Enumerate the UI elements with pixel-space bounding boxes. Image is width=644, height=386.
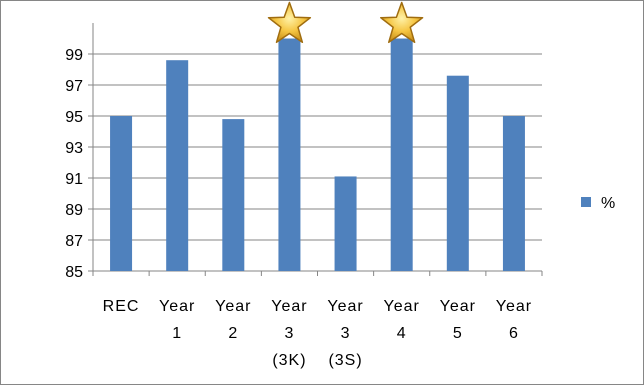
bar [166,60,189,272]
x-tick-label: 2 [228,325,238,342]
y-tick-label: 95 [65,109,83,126]
bar [390,38,413,271]
y-tick-label: 93 [65,140,83,157]
x-tick-label: Year [215,298,251,315]
x-tick-label: 5 [453,325,463,342]
x-tick-label: Year [327,298,363,315]
x-tick-label: Year [496,298,532,315]
x-tick-label: 4 [397,325,407,342]
x-tick-label: 3 [341,325,351,342]
x-tick-label: (3K) [272,352,306,369]
y-tick-label: 97 [65,78,83,95]
x-tick-label: 3 [284,325,294,342]
legend-label: % [601,195,615,212]
bar [446,75,469,271]
x-tick-label: 1 [172,325,182,342]
bar [502,116,525,271]
bar [110,116,133,271]
y-tick-label: 87 [65,233,83,250]
bar [334,176,357,271]
gold-star-icon [380,1,424,44]
y-tick-label: 91 [65,171,83,188]
x-tick-label: (3S) [328,352,362,369]
x-tick-label: Year [384,298,420,315]
x-tick-label: Year [271,298,307,315]
y-tick-label: 99 [65,47,83,64]
x-tick-label: Year [159,298,195,315]
x-tick-label: 6 [509,325,519,342]
y-tick-label: 89 [65,202,83,219]
x-tick-label: Year [440,298,476,315]
gold-star-icon [267,1,312,44]
bar [222,119,245,271]
legend-swatch [581,197,591,207]
y-tick-label: 85 [65,264,83,281]
x-tick-label: REC [103,298,140,315]
bar [278,38,301,271]
